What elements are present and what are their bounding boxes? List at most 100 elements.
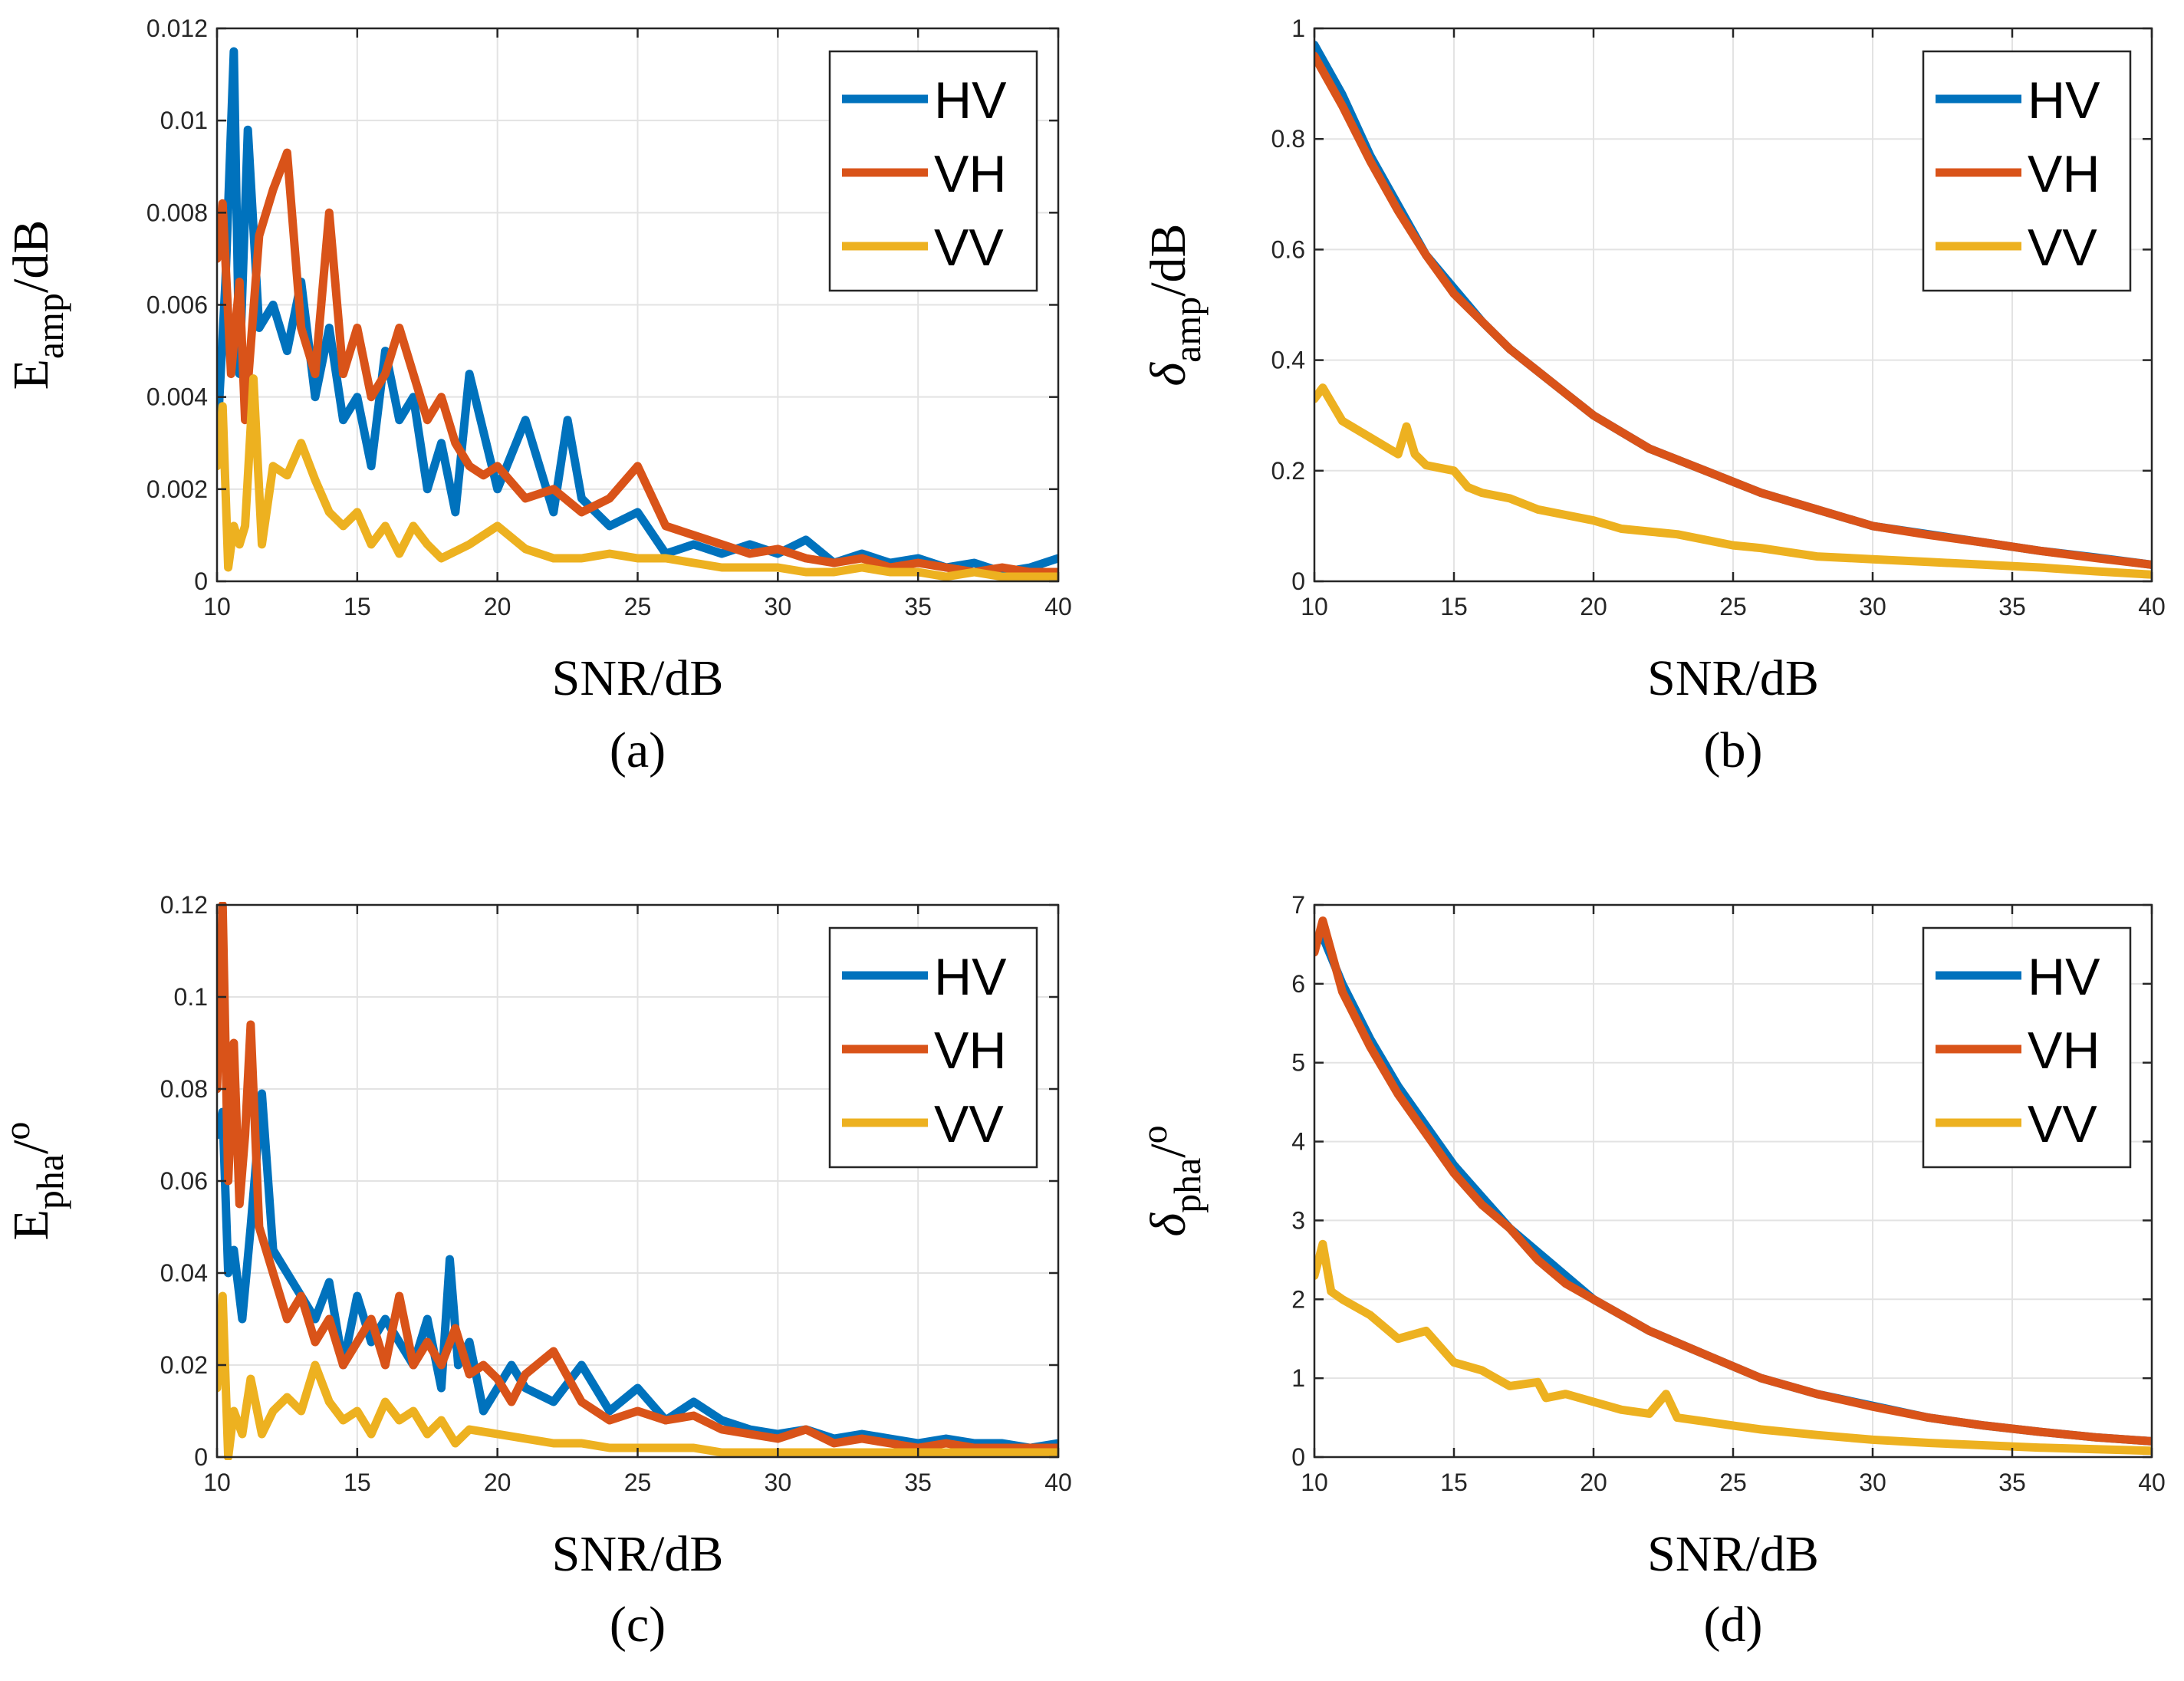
y-tick-label: 0.04	[160, 1259, 208, 1287]
legend: HV VH VV	[1922, 926, 2132, 1169]
panel-d: 10 15 20 25 30 35 40 0 1 2 3 4 5 6 7 SNR/dB δpha/o HV VH VV…	[1134, 891, 2166, 1653]
y-axis-label: δpha/o	[1134, 1125, 1209, 1236]
legend-label-hv: HV	[2028, 71, 2100, 130]
x-axis-label: SNR/dB	[552, 650, 724, 706]
legend-label-hv: HV	[934, 71, 1007, 130]
y-tick-label: 0.2	[1271, 457, 1305, 485]
y-tick-label: 0.4	[1271, 347, 1305, 374]
legend: HV VH VV	[1922, 50, 2132, 292]
series-line-vv	[1314, 1239, 2152, 1456]
y-tick-label: 0.008	[146, 199, 208, 226]
legend-label-hv: HV	[2028, 948, 2100, 1006]
y-tick-label: 0.08	[160, 1075, 208, 1103]
x-tick-label: 20	[484, 593, 511, 620]
x-tick-label: 40	[2138, 593, 2166, 620]
x-tick-label: 35	[1998, 1469, 2026, 1496]
x-tick-label: 40	[2138, 1469, 2166, 1496]
legend: HV VH VV	[828, 50, 1038, 292]
x-tick-label: 20	[484, 1469, 511, 1496]
x-tick-label: 10	[203, 1469, 231, 1496]
y-tick-label: 0.12	[160, 891, 208, 919]
y-tick-label: 7	[1291, 891, 1305, 919]
x-tick-label: 15	[1440, 1469, 1468, 1496]
series-line-vh	[217, 148, 1058, 577]
x-tick-label: 25	[624, 593, 652, 620]
y-tick-label: 4	[1291, 1128, 1305, 1156]
x-tick-label: 30	[1859, 593, 1886, 620]
y-tick-label: 0.02	[160, 1351, 208, 1379]
legend-label-vv: VV	[2028, 219, 2097, 277]
legend-label-vh: VH	[2028, 1021, 2100, 1080]
x-tick-label: 25	[624, 1469, 652, 1496]
y-label-subscript: pha	[1166, 1158, 1209, 1213]
y-label-main: E	[3, 1209, 59, 1240]
x-tick-label: 40	[1044, 593, 1072, 620]
series-line-vv	[1314, 383, 2152, 579]
y-label-subscript: amp	[1166, 297, 1209, 363]
x-tick-label: 15	[1440, 593, 1468, 620]
x-tick-label: 30	[765, 593, 792, 620]
y-axis-label: Eamp/dB	[3, 220, 71, 390]
series-line-vh	[1314, 916, 2152, 1446]
y-tick-label: 0.06	[160, 1167, 208, 1195]
x-tick-label: 10	[1301, 593, 1328, 620]
y-tick-label: 0.004	[146, 383, 208, 411]
panel-a: 10 15 20 25 30 35 40 0 0.002 0.004 0.006 0.008 0.01 0…	[3, 15, 1072, 778]
y-tick-label: 0.6	[1271, 235, 1305, 263]
x-tick-label: 35	[904, 593, 932, 620]
x-tick-label: 25	[1719, 593, 1747, 620]
legend: HV VH VV	[828, 926, 1038, 1169]
x-tick-label: 30	[1859, 1469, 1886, 1496]
panel-caption: (a)	[610, 722, 666, 778]
y-tick-label: 0.01	[160, 107, 208, 134]
y-label-unit: /dB	[3, 220, 59, 293]
x-axis-label: SNR/dB	[552, 1526, 724, 1582]
legend-label-vh: VH	[2028, 145, 2100, 203]
panel-caption: (d)	[1704, 1597, 1763, 1653]
legend-label-vv: VV	[2028, 1095, 2097, 1153]
legend-label-hv: HV	[934, 948, 1007, 1006]
y-tick-label: 6	[1291, 970, 1305, 998]
y-tick-label: 0	[1291, 1443, 1305, 1471]
series-line-hv	[217, 47, 1058, 577]
y-label-unit: /	[3, 1140, 59, 1154]
x-axis-label: SNR/dB	[1647, 650, 1819, 706]
x-tick-label: 20	[1580, 1469, 1607, 1496]
y-label-superscript: o	[0, 1122, 38, 1140]
y-axis-label: Epha/o	[0, 1122, 71, 1241]
y-tick-label: 0.006	[146, 291, 208, 319]
x-tick-label: 15	[344, 1469, 371, 1496]
y-axis-label: δamp/dB	[1140, 223, 1209, 386]
x-tick-label: 25	[1719, 1469, 1747, 1496]
y-tick-label: 1	[1291, 1364, 1305, 1392]
series-line-vv	[217, 1291, 1058, 1460]
x-tick-label: 10	[1301, 1469, 1328, 1496]
y-label-subscript: amp	[28, 293, 71, 359]
panel-b: 10 15 20 25 30 35 40 0 0.2 0.4 0.6 0.8 1 SNR/dB δamp/d…	[1140, 15, 2166, 778]
y-tick-label: 5	[1291, 1049, 1305, 1077]
legend-label-vh: VH	[934, 145, 1006, 203]
y-label-main: δ	[1140, 1212, 1196, 1237]
x-tick-label: 15	[344, 593, 371, 620]
y-tick-label: 0.8	[1271, 125, 1305, 153]
y-tick-label: 0.1	[174, 983, 208, 1011]
series-line-vh	[217, 902, 1058, 1452]
series-line-vv	[217, 374, 1058, 581]
x-tick-label: 30	[765, 1469, 792, 1496]
x-axis-label: SNR/dB	[1647, 1526, 1819, 1582]
panel-caption: (c)	[610, 1597, 666, 1653]
legend-label-vv: VV	[934, 219, 1004, 277]
panel-c: 10 15 20 25 30 35 40 0 0.02 0.04 0.06 0.08 0.1 0.12 SN…	[0, 891, 1072, 1653]
y-label-subscript: pha	[28, 1154, 71, 1209]
legend-label-vh: VH	[934, 1021, 1006, 1080]
legend-label-vv: VV	[934, 1095, 1004, 1153]
x-tick-label: 35	[904, 1469, 932, 1496]
y-label-superscript: o	[1134, 1125, 1175, 1143]
y-label-unit: /	[1140, 1143, 1196, 1158]
y-label-main: E	[3, 359, 59, 390]
x-tick-label: 40	[1044, 1469, 1072, 1496]
y-tick-label: 2	[1291, 1285, 1305, 1313]
y-tick-label: 0.012	[146, 15, 208, 42]
y-label-unit: /dB	[1140, 223, 1196, 296]
